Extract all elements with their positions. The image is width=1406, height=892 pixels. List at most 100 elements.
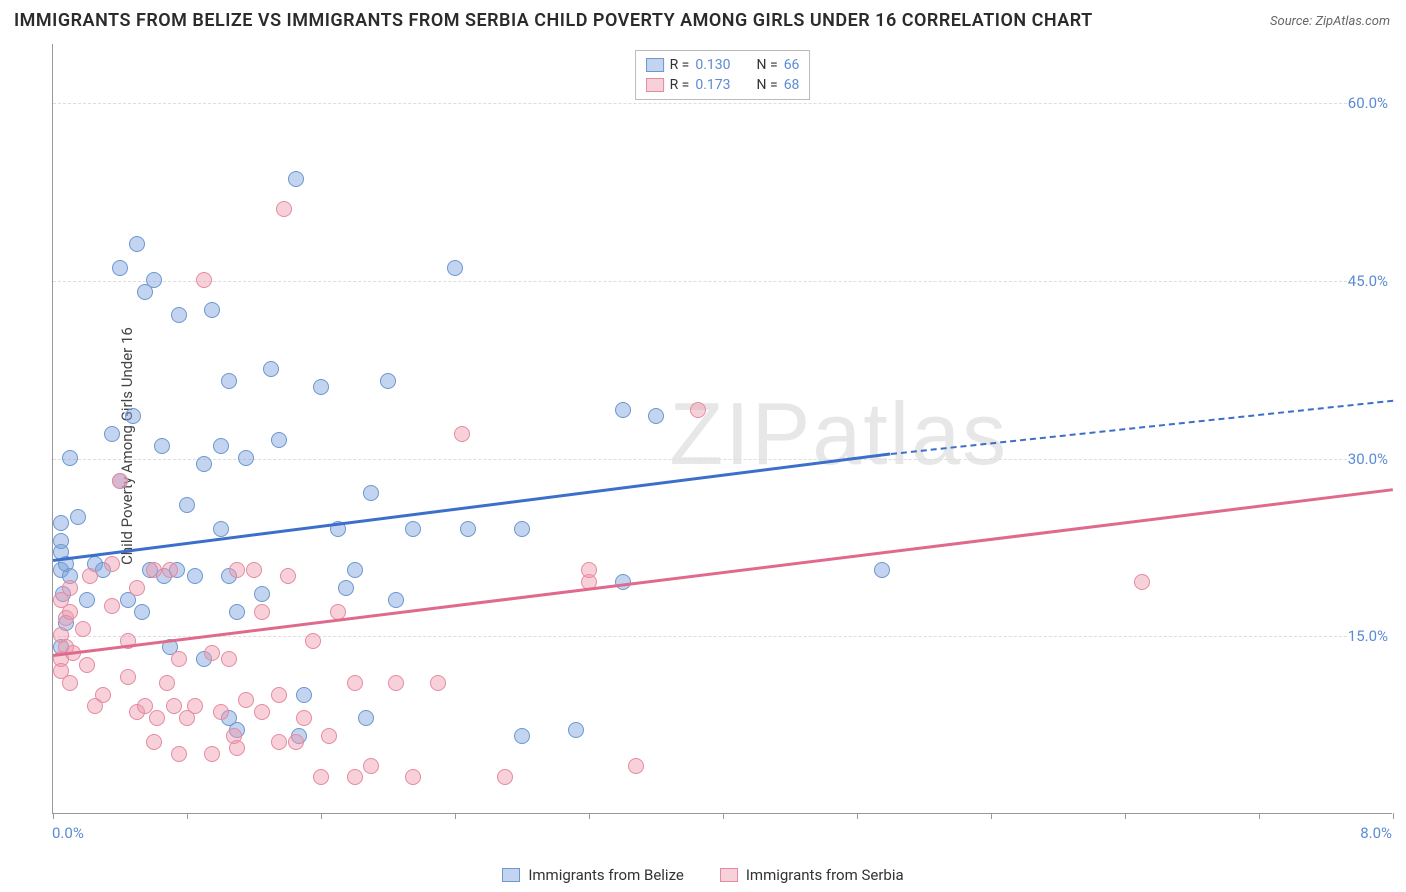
- trend-line: [890, 399, 1393, 454]
- data-point-belize: [179, 497, 195, 513]
- data-point-belize: [363, 485, 379, 501]
- x-tick: [1393, 813, 1394, 819]
- data-point-belize: [213, 521, 229, 537]
- data-point-serbia: [204, 746, 220, 762]
- data-point-belize: [388, 592, 404, 608]
- data-point-serbia: [254, 704, 270, 720]
- plot-area: ZIPatlas R =0.130N =66R =0.173N =68 15.0…: [52, 44, 1392, 814]
- data-point-serbia: [146, 734, 162, 750]
- data-point-serbia: [246, 562, 262, 578]
- data-point-belize: [271, 432, 287, 448]
- data-point-belize: [514, 521, 530, 537]
- data-point-belize: [134, 604, 150, 620]
- data-point-serbia: [628, 758, 644, 774]
- data-point-serbia: [254, 604, 270, 620]
- data-point-belize: [358, 710, 374, 726]
- x-min-label: 0.0%: [52, 824, 84, 842]
- legend-correlation: R =0.130N =66R =0.173N =68: [635, 50, 811, 100]
- x-tick: [455, 813, 456, 819]
- data-point-belize: [615, 402, 631, 418]
- data-point-serbia: [79, 657, 95, 673]
- gridline: [53, 103, 1392, 104]
- data-point-belize: [263, 361, 279, 377]
- x-tick: [187, 813, 188, 819]
- data-point-belize: [405, 521, 421, 537]
- data-point-belize: [129, 236, 145, 252]
- data-point-serbia: [179, 710, 195, 726]
- legend-item-belize: Immigrants from Belize: [502, 866, 684, 884]
- data-point-serbia: [280, 568, 296, 584]
- data-point-serbia: [75, 621, 91, 637]
- data-point-serbia: [196, 272, 212, 288]
- data-point-belize: [447, 260, 463, 276]
- legend-n-label: N =: [757, 77, 778, 93]
- data-point-belize: [104, 426, 120, 442]
- legend-swatch: [720, 868, 738, 882]
- data-point-belize: [146, 272, 162, 288]
- data-point-serbia: [82, 568, 98, 584]
- x-tick: [321, 813, 322, 819]
- y-tick-label: 30.0%: [1348, 450, 1394, 468]
- data-point-belize: [568, 722, 584, 738]
- data-point-serbia: [454, 426, 470, 442]
- x-tick: [857, 813, 858, 819]
- data-point-belize: [338, 580, 354, 596]
- data-point-belize: [874, 562, 890, 578]
- data-point-belize: [53, 533, 69, 549]
- legend-r-label: R =: [670, 57, 690, 73]
- data-point-serbia: [405, 769, 421, 785]
- data-point-belize: [380, 373, 396, 389]
- data-point-serbia: [171, 746, 187, 762]
- data-point-serbia: [313, 769, 329, 785]
- data-point-belize: [514, 728, 530, 744]
- data-point-serbia: [296, 710, 312, 726]
- data-point-belize: [313, 379, 329, 395]
- data-point-belize: [187, 568, 203, 584]
- chart-container: IMMIGRANTS FROM BELIZE VS IMMIGRANTS FRO…: [0, 0, 1406, 892]
- data-point-serbia: [347, 675, 363, 691]
- gridline: [53, 459, 1392, 460]
- data-point-belize: [238, 450, 254, 466]
- legend-swatch: [646, 78, 664, 92]
- data-point-serbia: [213, 704, 229, 720]
- data-point-serbia: [276, 201, 292, 217]
- legend-item-serbia: Immigrants from Serbia: [720, 866, 904, 884]
- data-point-belize: [154, 438, 170, 454]
- data-point-serbia: [62, 675, 78, 691]
- data-point-serbia: [159, 675, 175, 691]
- legend-n-label: N =: [757, 57, 778, 73]
- data-point-serbia: [162, 562, 178, 578]
- legend-swatch: [646, 58, 664, 72]
- data-point-serbia: [166, 698, 182, 714]
- data-point-belize: [347, 562, 363, 578]
- chart-title: IMMIGRANTS FROM BELIZE VS IMMIGRANTS FRO…: [14, 10, 1093, 31]
- data-point-serbia: [149, 710, 165, 726]
- data-point-serbia: [229, 740, 245, 756]
- data-point-serbia: [229, 562, 245, 578]
- data-point-serbia: [204, 645, 220, 661]
- source-prefix: Source:: [1270, 14, 1315, 29]
- data-point-serbia: [120, 669, 136, 685]
- data-point-serbia: [430, 675, 446, 691]
- data-point-belize: [213, 438, 229, 454]
- data-point-serbia: [129, 580, 145, 596]
- data-point-serbia: [104, 556, 120, 572]
- source-attribution: Source: ZipAtlas.com: [1270, 14, 1390, 29]
- legend-row-belize: R =0.130N =66: [646, 55, 800, 75]
- y-tick-label: 15.0%: [1348, 627, 1394, 645]
- data-point-serbia: [221, 651, 237, 667]
- data-point-belize: [288, 171, 304, 187]
- legend-series-label: Immigrants from Serbia: [746, 866, 904, 884]
- data-point-serbia: [321, 728, 337, 744]
- x-tick: [1259, 813, 1260, 819]
- data-point-serbia: [690, 402, 706, 418]
- data-point-belize: [70, 509, 86, 525]
- legend-r-value: 0.130: [695, 57, 730, 73]
- data-point-belize: [112, 260, 128, 276]
- x-tick: [53, 813, 54, 819]
- legend-series: Immigrants from Belize Immigrants from Se…: [0, 866, 1406, 886]
- data-point-belize: [196, 456, 212, 472]
- data-point-serbia: [271, 734, 287, 750]
- data-point-belize: [79, 592, 95, 608]
- data-point-belize: [53, 515, 69, 531]
